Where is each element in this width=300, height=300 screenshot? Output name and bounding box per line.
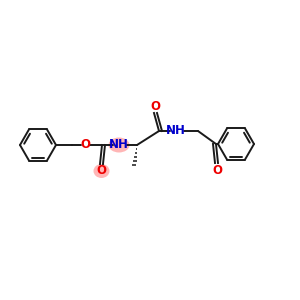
- Text: O: O: [97, 164, 106, 178]
- Ellipse shape: [94, 164, 109, 178]
- Text: NH: NH: [109, 138, 129, 151]
- Text: O: O: [150, 100, 160, 112]
- Text: O: O: [212, 164, 222, 176]
- Ellipse shape: [109, 137, 130, 152]
- Text: NH: NH: [166, 124, 186, 137]
- Text: O: O: [80, 139, 90, 152]
